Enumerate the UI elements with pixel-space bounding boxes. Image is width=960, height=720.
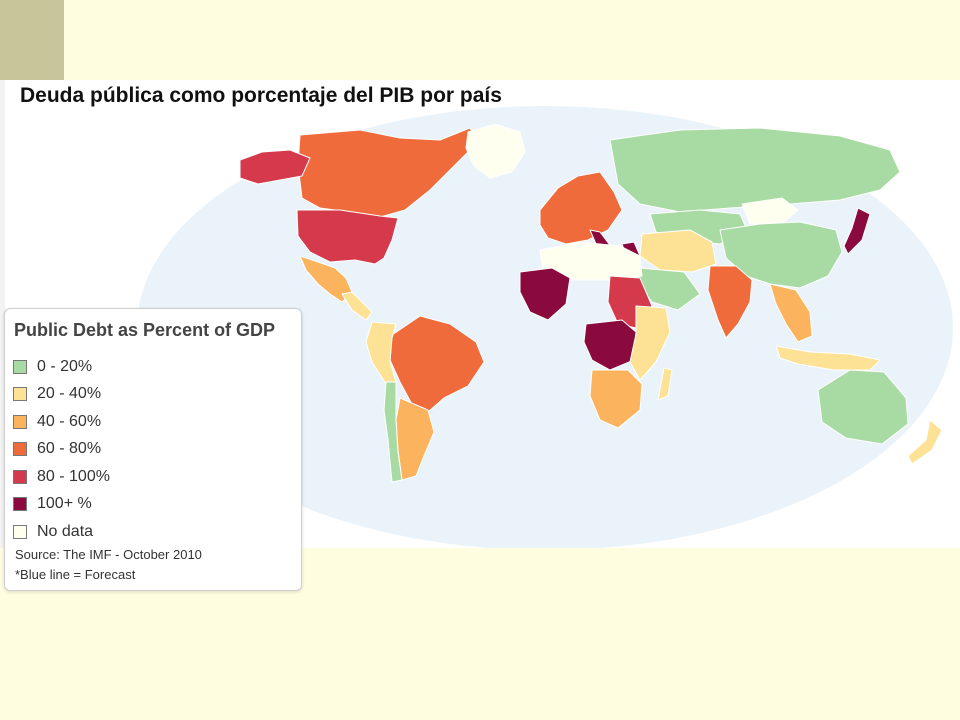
region-india [707, 265, 753, 339]
legend-swatch [13, 497, 27, 512]
region-middle-east [639, 229, 717, 273]
region-central-america [341, 291, 373, 321]
legend-item: 80 - 100% [13, 463, 110, 491]
slide-accent-block [0, 0, 64, 80]
legend-label: 40 - 60% [37, 412, 102, 430]
region-greenland [465, 123, 526, 179]
region-japan [843, 207, 871, 255]
legend-list: 0 - 20% 20 - 40% 40 - 60% 60 - 80% 80 - … [13, 353, 110, 546]
legend-swatch [13, 469, 27, 484]
legend-swatch [13, 359, 27, 374]
region-russia [609, 127, 901, 213]
map-legend: Public Debt as Percent of GDP 0 - 20% 20… [4, 308, 302, 591]
legend-forecast-note: *Blue line = Forecast [15, 567, 136, 582]
region-western-europe [539, 171, 623, 245]
region-new-zealand [907, 419, 943, 465]
legend-swatch [13, 524, 27, 539]
map-title: Deuda pública como porcentaje del PIB po… [20, 84, 502, 107]
region-united-states [296, 209, 399, 265]
legend-label: 80 - 100% [37, 467, 110, 485]
legend-label: 100+ % [37, 495, 92, 513]
region-southern-africa [589, 369, 643, 429]
region-east-africa [629, 305, 671, 381]
legend-label: No data [37, 522, 94, 540]
legend-item: 100+ % [13, 491, 110, 519]
region-indonesia [775, 345, 881, 371]
legend-swatch [13, 387, 27, 402]
legend-source-note: Source: The IMF - October 2010 [15, 547, 202, 562]
legend-swatch [13, 414, 27, 429]
region-canada [297, 127, 479, 218]
map-image-panel: Deuda pública como porcentaje del PIB po… [0, 80, 960, 548]
region-southeast-asia [769, 283, 813, 343]
region-madagascar [657, 367, 673, 401]
region-australia [817, 369, 909, 445]
legend-item: 20 - 40% [13, 381, 110, 409]
legend-swatch [13, 442, 27, 457]
region-chile [383, 381, 403, 483]
legend-item: 40 - 60% [13, 408, 110, 436]
region-west-africa [519, 267, 571, 321]
legend-label: 60 - 80% [37, 440, 102, 458]
legend-item: No data [13, 518, 110, 546]
panel-left-edge [0, 80, 5, 548]
legend-label: 0 - 20% [37, 357, 93, 375]
legend-title: Public Debt as Percent of GDP [14, 320, 276, 340]
legend-label: 20 - 40% [37, 385, 102, 403]
region-alaska [239, 149, 311, 185]
region-mongolia [741, 197, 799, 225]
legend-item: 60 - 80% [13, 436, 110, 464]
region-congo [583, 319, 637, 371]
world-map [137, 106, 953, 548]
legend-item: 0 - 20% [13, 353, 110, 381]
region-brazil [389, 315, 485, 413]
